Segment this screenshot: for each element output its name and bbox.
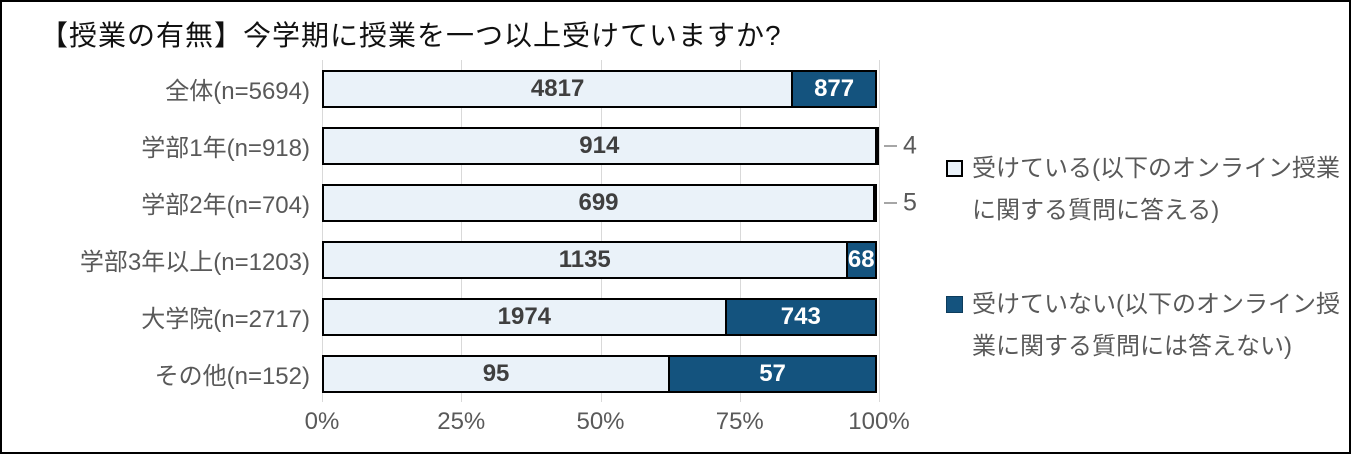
bar-area: 1974 743 — [322, 297, 952, 336]
stacked-bar: 95 57 — [322, 354, 877, 393]
chart-title: 【授業の有無】今学期に授業を一つ以上受けていますか? — [40, 20, 782, 51]
bar-segment-not-taking: 68 — [845, 240, 877, 279]
bar-segment-taking: 914 — [322, 126, 877, 165]
value-label-taking: 699 — [578, 188, 619, 216]
bar-segment-not-taking — [874, 126, 879, 165]
bar-segment-taking: 1974 — [322, 297, 727, 336]
x-axis-tick: 75% — [715, 408, 764, 435]
stacked-bar: 914 — [322, 126, 879, 165]
legend-label-not-taking: 受けていない(以下のオンライン授業に関する質問には答えない) — [972, 291, 1340, 360]
gridline — [600, 60, 602, 402]
stacked-bar: 4817 877 — [322, 69, 877, 108]
bar-area: 4817 877 — [322, 69, 952, 108]
stacked-bar: 1974 743 — [322, 297, 877, 336]
legend: 受けている(以下のオンライン授業に関する質問に答える) 受けていない(以下のオン… — [946, 148, 1346, 420]
bar-segment-not-taking — [873, 183, 878, 222]
x-axis-tick: 0% — [304, 408, 340, 435]
category-label: 学部2年(n=704) — [141, 192, 310, 219]
value-label-not-taking: 4 — [903, 131, 917, 159]
value-label-not-taking: 743 — [780, 302, 821, 330]
bar-row: 全体(n=5694) 4817 877 — [2, 60, 952, 117]
x-axis-tick: 50% — [576, 408, 625, 435]
category-label: 学部3年以上(n=1203) — [79, 249, 310, 276]
value-label-not-taking: 68 — [847, 245, 875, 273]
leader-line — [884, 201, 897, 204]
bar-segment-taking: 699 — [322, 183, 876, 222]
gridline — [461, 60, 463, 402]
leader-line — [884, 144, 897, 147]
category-label: 大学院(n=2717) — [141, 306, 310, 333]
gridline — [739, 60, 741, 402]
x-axis: 0% 25% 50% 75% 100% — [305, 408, 910, 448]
value-label-not-taking: 57 — [759, 359, 786, 387]
x-axis-tick: 100% — [848, 408, 910, 435]
bar-segment-not-taking: 743 — [724, 297, 877, 336]
category-label: その他(n=152) — [154, 363, 310, 390]
bar-row: 大学院(n=2717) 1974 743 — [2, 288, 952, 345]
bar-rows: 全体(n=5694) 4817 877 学部1年(n=918) 914 4 学部2年(n=7… — [2, 60, 952, 402]
x-axis-tick: 25% — [437, 408, 486, 435]
value-label-taking: 914 — [579, 131, 620, 159]
value-label-taking: 1974 — [497, 302, 552, 330]
bar-area: 1135 68 — [322, 240, 952, 279]
bar-row: 学部2年(n=704) 699 5 — [2, 174, 952, 231]
legend-marker-dark-square-icon — [946, 296, 963, 313]
value-label-taking: 4817 — [530, 74, 585, 102]
bar-row: その他(n=152) 95 57 — [2, 345, 952, 402]
legend-label-taking: 受けている(以下のオンライン授業に関する質問に答える) — [972, 155, 1340, 224]
gridline — [322, 60, 323, 402]
bar-area: 914 4 — [322, 126, 952, 165]
value-label-taking: 1135 — [558, 245, 611, 273]
gridlines — [322, 60, 880, 402]
chart-area: 全体(n=5694) 4817 877 学部1年(n=918) 914 4 学部2年(n=7… — [2, 60, 952, 452]
value-label-not-taking: 877 — [814, 74, 855, 102]
bar-segment-taking: 95 — [322, 354, 671, 393]
legend-item-not-taking: 受けていない(以下のオンライン授業に関する質問には答えない) — [946, 284, 1346, 368]
gridline — [879, 60, 880, 402]
bar-area: 699 5 — [322, 183, 952, 222]
bar-segment-taking: 4817 — [322, 69, 794, 108]
legend-marker-light-square-icon — [946, 160, 963, 177]
bar-segment-not-taking: 877 — [791, 69, 877, 108]
bar-area: 95 57 — [322, 354, 952, 393]
bar-row: 学部3年以上(n=1203) 1135 68 — [2, 231, 952, 288]
stacked-bar: 699 — [322, 183, 878, 222]
value-label-not-taking: 5 — [903, 188, 917, 216]
value-label-taking: 95 — [482, 359, 510, 387]
category-label: 学部1年(n=918) — [141, 135, 310, 162]
bar-segment-not-taking: 57 — [668, 354, 877, 393]
bar-row: 学部1年(n=918) 914 4 — [2, 117, 952, 174]
legend-item-taking: 受けている(以下のオンライン授業に関する質問に答える) — [946, 148, 1346, 232]
bar-segment-taking: 1135 — [322, 240, 848, 279]
stacked-bar: 1135 68 — [322, 240, 877, 279]
category-label: 全体(n=5694) — [165, 78, 310, 105]
